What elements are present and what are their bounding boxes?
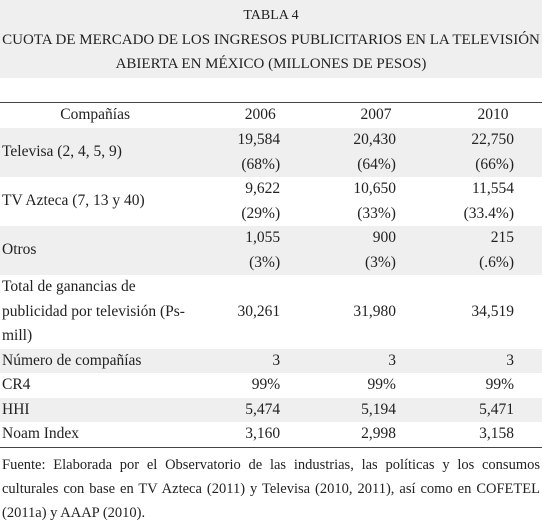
row-label: TV Azteca (7, 13 y 40) bbox=[2, 192, 145, 210]
cell-value: 19,584 bbox=[237, 131, 281, 148]
column-header: 2010 bbox=[477, 106, 509, 124]
table-body: Televisa (2, 4, 5, 9) 19,584 20,430 22,750 (… bbox=[0, 128, 542, 447]
cell-share: (33.4%) bbox=[463, 204, 514, 222]
table-row: Otros 1,055 900 215 bbox=[0, 226, 542, 258]
table-row: HHI 5,474 5,194 5,471 bbox=[0, 397, 542, 422]
table-row: Noam Index 3,160 2,998 3,158 bbox=[0, 422, 542, 447]
table-row: Número de compañías 3 3 3 bbox=[0, 348, 542, 373]
table-title: ABIERTA EN MÉXICO (MILLONES DE PESOS) bbox=[115, 56, 427, 72]
cell-value: 11,554 bbox=[471, 180, 514, 197]
row-label: CR4 bbox=[2, 376, 31, 393]
cell-value: 2,998 bbox=[361, 425, 396, 442]
row-label: Otros bbox=[2, 241, 37, 259]
data-table: Compañías 2006 2007 2010 Televisa (2, 4, 5,… bbox=[0, 102, 542, 448]
column-header: 2006 bbox=[244, 106, 276, 124]
cell-share: (3%) bbox=[249, 253, 281, 271]
cell-value: 3,158 bbox=[479, 425, 514, 442]
cell-value: 3 bbox=[506, 351, 514, 369]
cell-value: 30,261 bbox=[237, 302, 281, 320]
column-header: Compañías bbox=[60, 106, 131, 124]
cell-share: (64%) bbox=[357, 155, 396, 173]
cell-value: 34,519 bbox=[471, 302, 514, 320]
cell-share: (3%) bbox=[364, 253, 396, 271]
cell-value: 5,474 bbox=[245, 400, 281, 418]
cell-value: 3 bbox=[272, 351, 281, 369]
title-block: TABLA 4 CUOTA DE MERCADO DE LOS INGRESOS… bbox=[0, 0, 542, 78]
cell-value: 10,650 bbox=[353, 180, 396, 197]
table-number: TABLA 4 bbox=[243, 8, 299, 23]
cell-value: 215 bbox=[490, 229, 514, 246]
cell-value: 3,160 bbox=[245, 425, 281, 442]
row-label: Número de compañías bbox=[2, 351, 142, 369]
row-label: Total de ganancias de publicidad por tel… bbox=[2, 278, 185, 344]
column-header: 2007 bbox=[360, 106, 392, 124]
table-row: Televisa (2, 4, 5, 9) 19,584 20,430 22,750 bbox=[0, 128, 542, 160]
table-row: TV Azteca (7, 13 y 40) 9,622 10,650 11,554 bbox=[0, 177, 542, 209]
table-title: CUOTA DE MERCADO DE LOS INGRESOS PUBLICI… bbox=[2, 32, 540, 48]
cell-share: (29%) bbox=[241, 204, 281, 222]
cell-value: 31,980 bbox=[353, 302, 396, 320]
header-row: Compañías 2006 2007 2010 bbox=[0, 102, 542, 129]
cell-value: 5,471 bbox=[479, 400, 514, 418]
row-label: Televisa (2, 4, 5, 9) bbox=[2, 143, 122, 161]
cell-value: 5,194 bbox=[361, 400, 396, 418]
cell-value: 22,750 bbox=[471, 131, 514, 148]
table-row: Total de ganancias de publicidad por tel… bbox=[0, 275, 542, 349]
cell-share: (68%) bbox=[241, 155, 281, 173]
row-label: HHI bbox=[2, 400, 30, 418]
cell-value: 99% bbox=[251, 376, 281, 393]
cell-value: 99% bbox=[367, 376, 396, 393]
cell-value: 900 bbox=[372, 229, 396, 246]
cell-share: (66%) bbox=[475, 155, 514, 173]
table-row: (29%) (33%) (33.4%) bbox=[0, 202, 542, 227]
cell-value: 20,430 bbox=[353, 131, 396, 148]
cell-value: 9,622 bbox=[245, 180, 281, 197]
cell-share: (.6%) bbox=[479, 253, 514, 271]
row-label: Noam Index bbox=[2, 425, 80, 442]
cell-value: 1,055 bbox=[245, 229, 281, 246]
cell-value: 99% bbox=[485, 376, 514, 393]
cell-value: 3 bbox=[388, 351, 396, 369]
cell-share: (33%) bbox=[357, 204, 396, 222]
table-row: CR4 99% 99% 99% bbox=[0, 373, 542, 398]
